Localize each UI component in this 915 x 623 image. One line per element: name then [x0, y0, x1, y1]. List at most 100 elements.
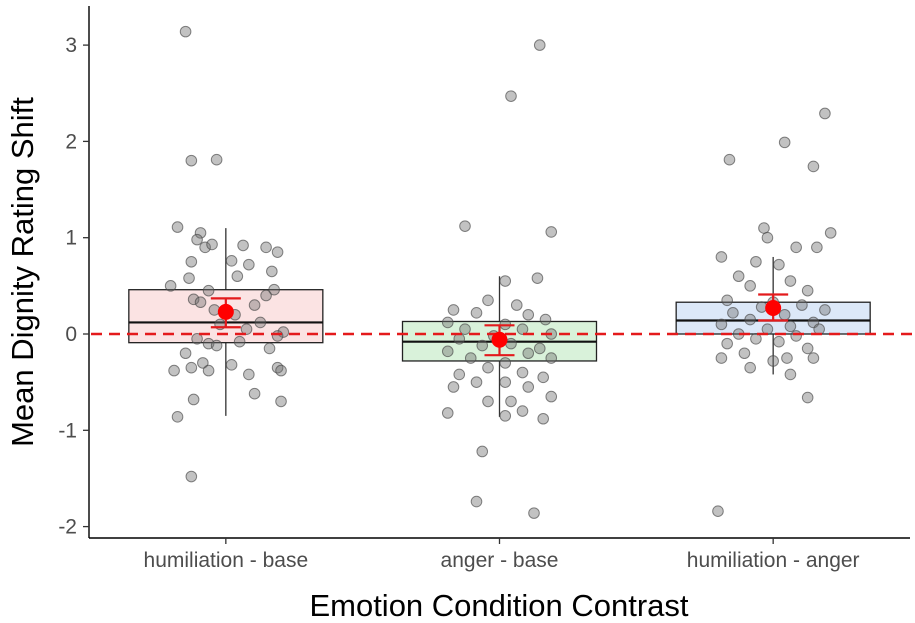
ticks: -2 -1 0 1 2 3 humiliation - base anger - base hu…	[58, 34, 859, 572]
data-point	[260, 289, 272, 302]
data-point	[796, 299, 808, 311]
data-point	[225, 359, 238, 371]
data-point	[499, 410, 512, 422]
data-point	[225, 255, 238, 267]
data-point	[505, 395, 517, 408]
data-point	[801, 342, 814, 355]
mean-point	[491, 331, 508, 348]
data-point	[505, 90, 517, 102]
data-point	[790, 241, 802, 254]
axes	[88, 6, 910, 539]
data-point	[237, 239, 249, 252]
mean-ci-2	[484, 324, 515, 357]
data-point	[784, 368, 797, 381]
data-point	[470, 376, 483, 388]
x-tick-label: humiliation - anger	[687, 549, 860, 572]
data-point	[194, 227, 207, 239]
data-point	[715, 318, 728, 331]
data-point	[807, 160, 820, 173]
data-point	[712, 505, 724, 517]
data-point	[516, 405, 529, 417]
data-point	[715, 251, 728, 263]
data-point	[254, 316, 267, 329]
x-tick-label: anger - base	[441, 549, 559, 572]
data-point	[248, 387, 261, 400]
data-point	[811, 241, 823, 254]
plot-area	[91, 25, 914, 519]
data-point	[191, 333, 203, 345]
data-point	[275, 395, 287, 408]
data-point	[441, 407, 454, 419]
data-point	[191, 233, 203, 246]
group-1	[128, 25, 324, 483]
group-3	[675, 107, 871, 517]
data-point	[231, 270, 244, 283]
data-point	[199, 241, 211, 254]
data-point	[533, 342, 546, 355]
data-point	[738, 347, 751, 360]
data-point	[727, 307, 739, 319]
data-point	[185, 361, 198, 374]
data-point	[210, 153, 223, 166]
data-point	[824, 227, 837, 239]
data-point	[271, 330, 284, 342]
data-point	[447, 304, 460, 316]
mean-ci-3	[758, 293, 789, 322]
data-point	[459, 220, 471, 232]
data-point	[243, 368, 255, 381]
y-tick-label: -2	[58, 516, 77, 539]
data-point	[171, 221, 184, 233]
data-point	[187, 293, 200, 306]
y-tick-label: 2	[65, 130, 77, 153]
data-point	[732, 270, 745, 283]
data-point	[482, 294, 494, 307]
data-point	[778, 136, 791, 149]
data-point	[784, 275, 797, 287]
data-point	[750, 333, 762, 345]
group-2	[401, 39, 598, 519]
data-point	[470, 307, 483, 319]
data-point	[183, 272, 195, 284]
data-point	[482, 361, 494, 374]
data-point	[441, 345, 454, 358]
data-point	[778, 308, 791, 321]
data-point	[819, 304, 831, 316]
data-point	[233, 335, 246, 348]
data-point	[499, 275, 512, 287]
data-point	[243, 258, 255, 271]
data-point	[470, 495, 483, 508]
data-point	[459, 323, 471, 335]
data-point	[185, 154, 198, 167]
data-point	[447, 381, 460, 393]
data-point	[202, 284, 215, 297]
data-point	[441, 316, 454, 329]
data-point	[750, 255, 762, 268]
data-point	[268, 283, 280, 296]
data-point	[773, 258, 785, 271]
data-point	[499, 357, 512, 369]
data-point	[516, 323, 529, 335]
data-point	[187, 393, 200, 406]
data-point	[784, 320, 797, 333]
data-point	[545, 226, 558, 238]
data-point	[522, 381, 535, 393]
data-point	[464, 352, 477, 364]
data-point	[533, 39, 546, 51]
data-point	[545, 390, 558, 403]
data-point	[781, 352, 793, 364]
data-point	[801, 284, 814, 297]
mean-point	[765, 299, 782, 316]
data-point	[528, 507, 540, 519]
data-point	[522, 308, 535, 321]
data-point	[271, 246, 284, 258]
data-point	[537, 371, 550, 384]
data-point	[807, 352, 820, 364]
data-point	[531, 272, 544, 284]
data-point	[744, 280, 756, 292]
data-point	[744, 313, 756, 326]
data-point	[758, 222, 770, 234]
data-point	[499, 376, 512, 388]
data-point	[185, 255, 198, 268]
data-point	[263, 342, 276, 355]
